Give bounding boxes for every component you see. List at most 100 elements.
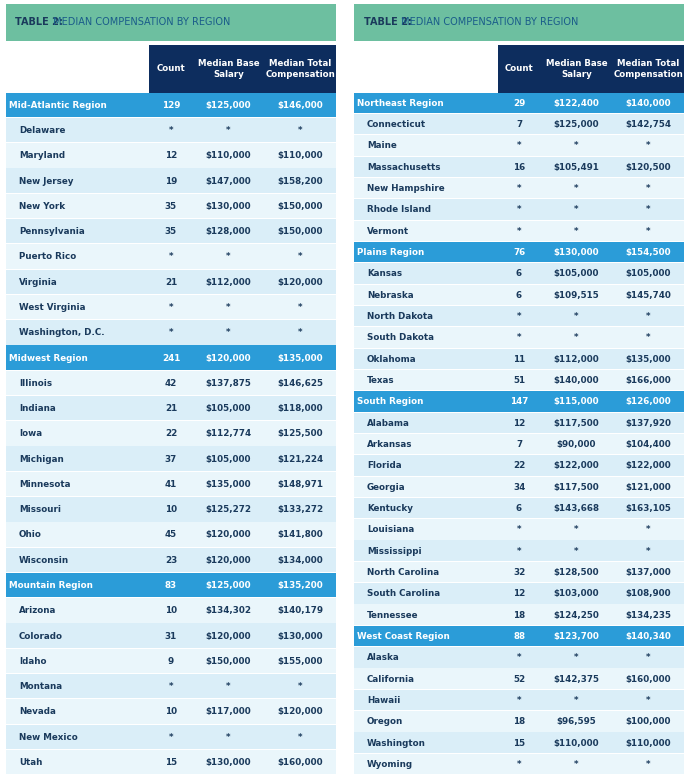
Text: $143,668: $143,668 [553,504,600,513]
Text: $163,105: $163,105 [625,504,671,513]
Text: Minnesota: Minnesota [19,480,70,489]
Text: *: * [298,733,302,742]
Text: Washington, D.C.: Washington, D.C. [19,328,104,337]
Text: Nebraska: Nebraska [367,291,413,300]
Bar [353,498,684,519]
Text: South Dakota: South Dakota [367,333,434,342]
Text: $135,000: $135,000 [277,354,323,362]
Text: 41: 41 [165,480,177,489]
Bar [6,143,337,168]
Bar [6,93,337,118]
Text: 76: 76 [513,248,525,257]
Text: New York: New York [19,202,65,211]
Text: *: * [517,333,522,342]
Text: $100,000: $100,000 [626,717,671,726]
Text: *: * [574,654,579,662]
Text: TABLE 2:: TABLE 2: [364,17,411,27]
Text: $122,400: $122,400 [553,99,600,108]
Bar [353,199,684,220]
Text: $128,500: $128,500 [553,568,600,577]
Text: 6: 6 [516,504,522,513]
Bar [353,541,684,562]
Text: $146,000: $146,000 [277,100,323,110]
Text: MEDIAN COMPENSATION BY REGION: MEDIAN COMPENSATION BY REGION [50,17,230,27]
Text: 35: 35 [165,202,177,211]
Text: $137,875: $137,875 [206,379,251,388]
Text: West Coast Region: West Coast Region [357,632,450,641]
Text: *: * [226,303,230,312]
Text: $130,000: $130,000 [206,758,251,767]
Bar [6,472,337,497]
Text: $125,000: $125,000 [206,581,251,590]
Text: $155,000: $155,000 [277,657,323,666]
Bar [6,371,337,396]
Bar [6,649,337,674]
Text: $124,250: $124,250 [553,611,600,619]
Text: *: * [226,733,230,742]
Text: *: * [168,733,173,742]
Text: Montana: Montana [19,682,62,691]
Text: 7: 7 [516,440,522,449]
Text: $105,000: $105,000 [206,404,251,413]
Text: *: * [298,126,302,135]
Text: Plains Region: Plains Region [357,248,424,257]
Bar [6,573,337,598]
Text: $142,754: $142,754 [625,120,671,129]
Text: $105,000: $105,000 [553,270,599,278]
Text: $123,700: $123,700 [553,632,600,641]
Text: Maryland: Maryland [19,151,65,160]
Text: Georgia: Georgia [367,483,406,492]
Text: Nevada: Nevada [19,707,56,717]
Bar [264,44,337,93]
Text: New Hampshire: New Hampshire [367,184,444,193]
Bar [6,345,337,371]
Text: 35: 35 [165,227,177,236]
Text: *: * [517,206,522,214]
Text: Median Total
Compensation: Median Total Compensation [266,58,335,79]
Text: 11: 11 [513,354,525,364]
Text: California: California [367,675,415,684]
Text: *: * [298,252,302,262]
Text: $105,000: $105,000 [626,270,671,278]
Text: $117,000: $117,000 [206,707,251,717]
Text: $120,000: $120,000 [277,707,323,717]
Text: *: * [517,227,522,236]
Bar [6,270,337,294]
Bar [353,327,684,348]
Text: 18: 18 [513,717,525,726]
Text: *: * [517,525,522,534]
Text: $137,920: $137,920 [625,418,671,428]
Text: $140,179: $140,179 [277,606,324,615]
Text: $130,000: $130,000 [277,632,323,640]
Text: Mid-Atlantic Region: Mid-Atlantic Region [9,100,106,110]
Text: $117,500: $117,500 [553,483,600,492]
Text: 22: 22 [165,429,177,439]
Text: Median Total
Compensation: Median Total Compensation [613,58,683,79]
Text: *: * [646,525,651,534]
Text: 12: 12 [165,151,177,160]
Bar [6,219,337,245]
Text: Maine: Maine [367,142,397,150]
Text: 34: 34 [513,483,525,492]
Bar [353,391,684,413]
Text: *: * [574,312,579,321]
Text: $120,000: $120,000 [206,354,251,362]
Bar [6,446,337,472]
Text: Arkansas: Arkansas [367,440,413,449]
Text: $135,000: $135,000 [626,354,671,364]
Text: Wyoming: Wyoming [367,760,413,769]
Text: Oklahoma: Oklahoma [367,354,417,364]
Text: 147: 147 [510,397,529,407]
Text: *: * [574,525,579,534]
Bar [612,44,684,93]
Text: *: * [298,303,302,312]
Bar [6,41,337,44]
Text: Illinois: Illinois [19,379,52,388]
Text: $122,000: $122,000 [626,461,671,471]
Text: *: * [168,303,173,312]
Text: *: * [646,696,651,705]
Bar [353,732,684,754]
Text: $166,000: $166,000 [626,376,671,385]
Bar [6,750,337,775]
Text: $147,000: $147,000 [206,177,251,185]
